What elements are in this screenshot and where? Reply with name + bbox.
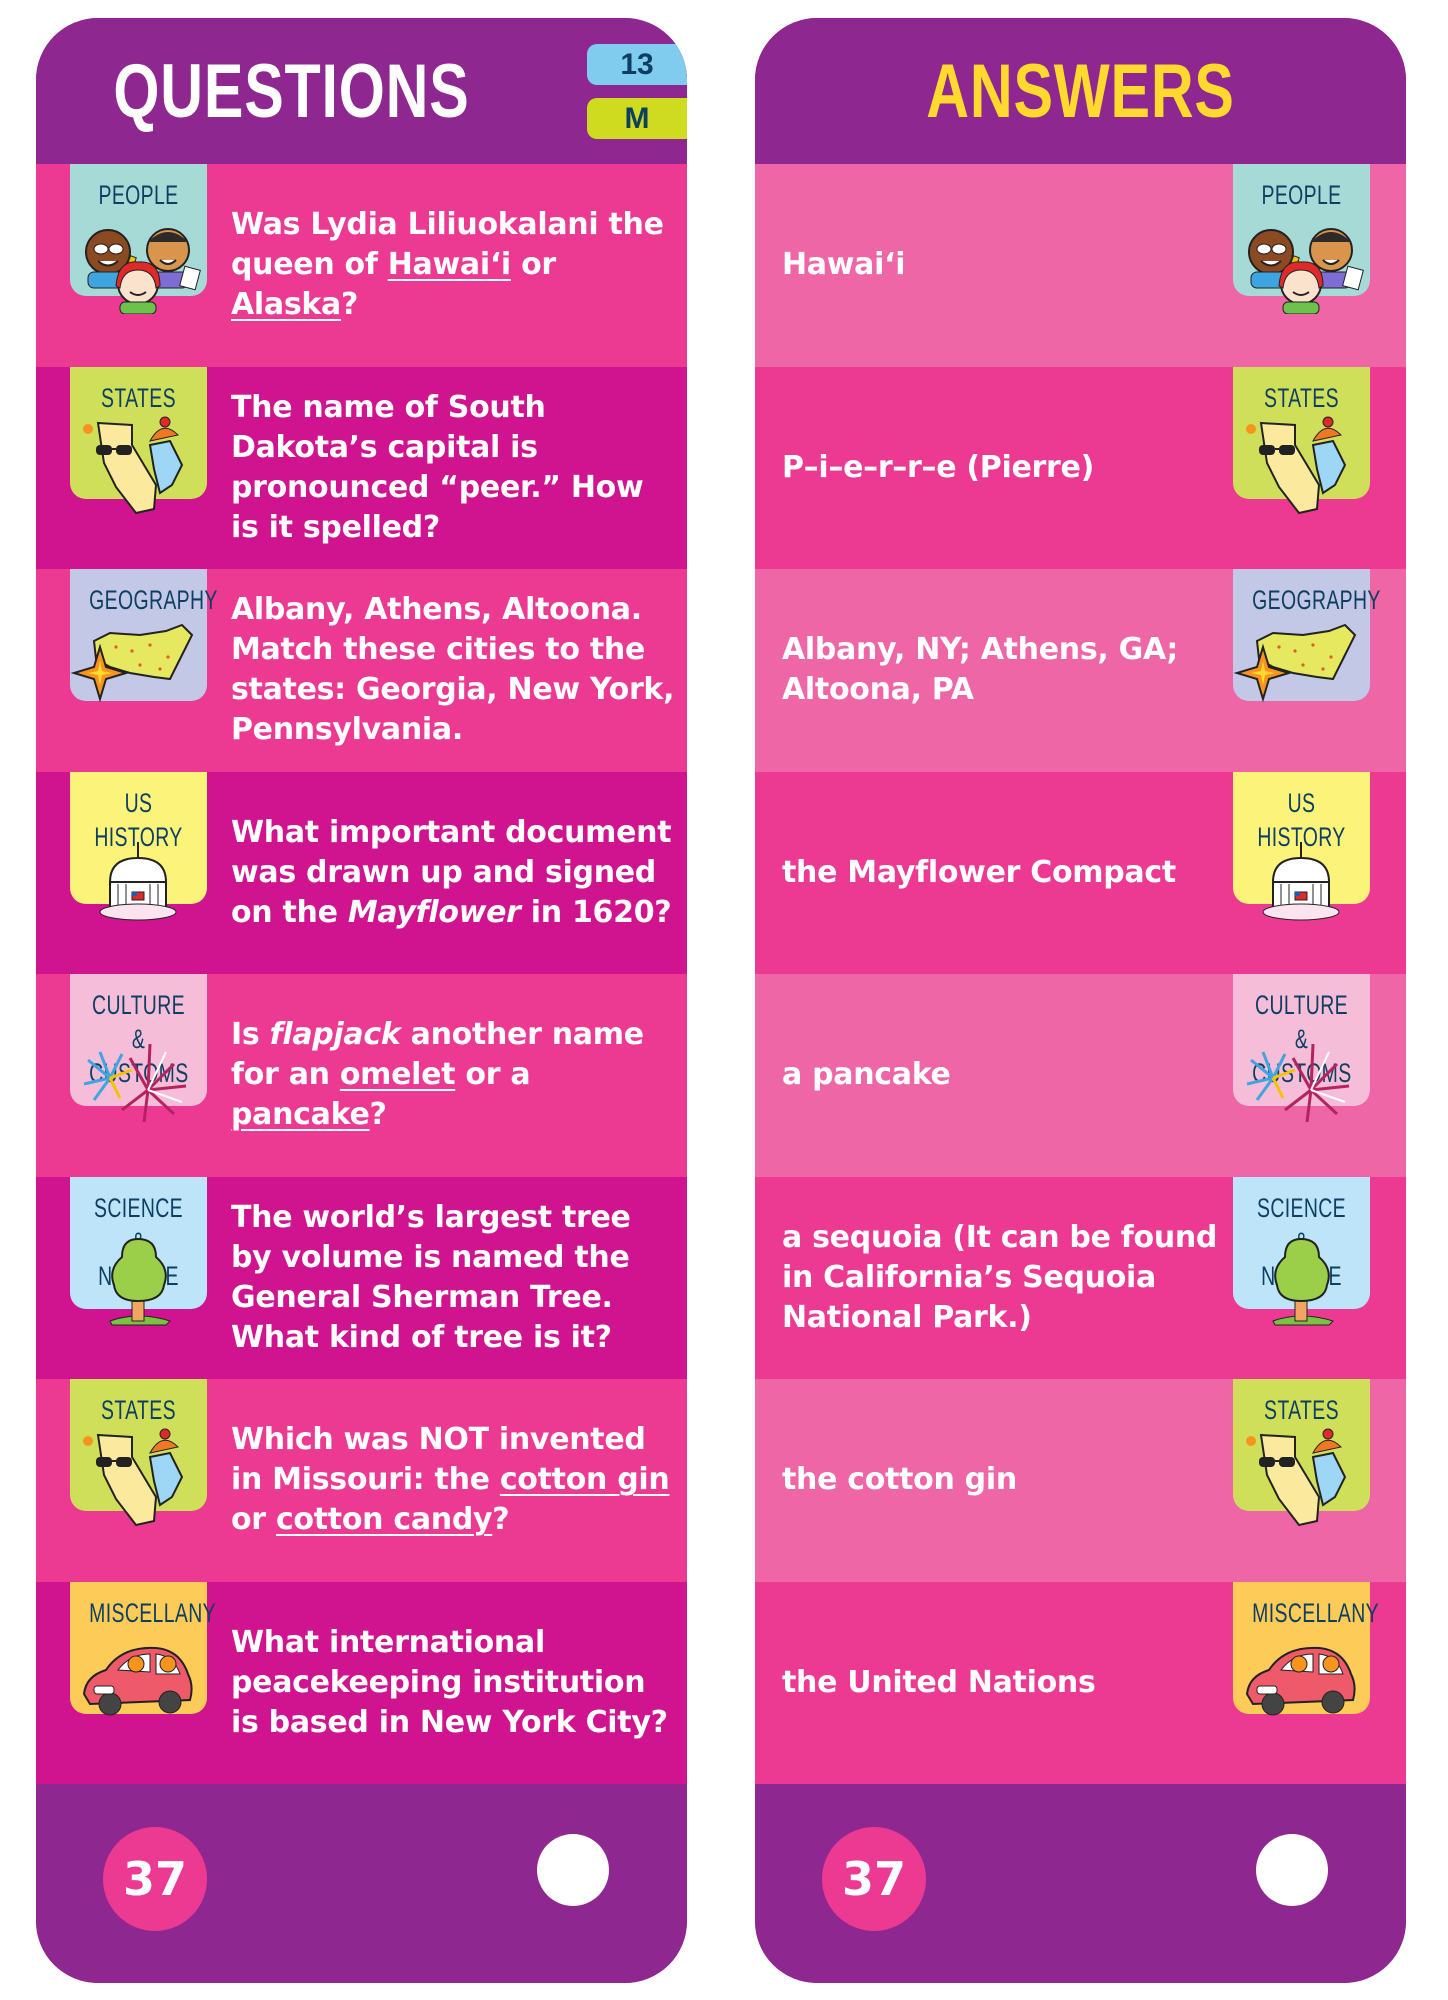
question-text: What important document was drawn up and… — [231, 814, 672, 930]
answer-row: a sequoia (It can be found in California… — [755, 1176, 1406, 1379]
answer-row: P–i–e–r–r–e (Pierre) STATES — [755, 366, 1406, 569]
choice-cotton-candy: cotton candy — [275, 1502, 493, 1538]
answer-text: Hawai‘i — [782, 247, 906, 283]
question-row: MISCELLANY What international peacekeepi… — [36, 1581, 687, 1784]
age-badge: 13 — [587, 44, 687, 85]
choice-cotton-gin: cotton gin — [499, 1462, 670, 1498]
car-icon — [70, 1582, 207, 1732]
question-row: CULTURE & CUSTOMS Is flapjack another na… — [36, 974, 687, 1177]
question-row: STATES The name of South Dakota’s capita… — [36, 366, 687, 569]
category-tile-states: STATES — [70, 1379, 207, 1511]
ring-hole — [537, 1834, 609, 1906]
fireworks-icon — [1233, 974, 1370, 1124]
answer-text: the Mayflower Compact — [782, 854, 1176, 890]
choice-pancake: pancake — [231, 1097, 370, 1133]
answer-row: the cotton gin STATES — [755, 1379, 1406, 1582]
answer-row: the United Nations MISCELLANY — [755, 1581, 1406, 1784]
answers-title: ANSWERS — [926, 49, 1235, 134]
choice-hawaii: Hawai‘i — [387, 247, 511, 283]
category-label: PEOPLE — [98, 180, 179, 210]
answer-text: a pancake — [782, 1057, 951, 1093]
page-number-badge: 37 — [103, 1827, 207, 1931]
question-text: Which was NOT invented in Missouri: the … — [231, 1422, 670, 1538]
tree-icon — [70, 1177, 207, 1327]
question-row: STATES Which was NOT invented in Missour… — [36, 1379, 687, 1582]
question-row: SCIENCE & NATURE The world’s largest tre… — [36, 1176, 687, 1379]
capitol-icon — [70, 772, 207, 922]
answers-footer: 37 — [755, 1784, 1406, 1983]
answers-card: ANSWERS Hawai‘i PEOPLE P–i–e–r–r–e (Pier… — [755, 18, 1406, 1983]
questions-title: QUESTIONS — [113, 49, 470, 134]
category-label: STATES — [1264, 1395, 1339, 1425]
states-icon — [1233, 1379, 1370, 1529]
question-text: The name of South Dakota’s capital is pr… — [231, 389, 644, 545]
car-icon — [1233, 1582, 1370, 1732]
us-map-icon — [70, 569, 207, 719]
answer-text: the United Nations — [782, 1664, 1096, 1700]
question-list: PEOPLE Was Lydia Liliuokalani the queen … — [36, 164, 687, 1784]
capitol-icon — [1233, 772, 1370, 922]
question-row: US HISTORY What important document was d… — [36, 771, 687, 974]
us-map-icon — [1233, 569, 1370, 719]
answer-row: the Mayflower Compact US HISTORY — [755, 771, 1406, 974]
page-number-badge: 37 — [822, 1827, 926, 1931]
questions-header: QUESTIONS 13 M — [36, 18, 687, 164]
answer-row: Albany, NY; Athens, GA; Altoona, PA GEOG… — [755, 569, 1406, 772]
states-icon — [70, 1379, 207, 1529]
answer-row: Hawai‘i PEOPLE — [755, 164, 1406, 367]
question-text: Was Lydia Liliuokalani the queen of Hawa… — [231, 207, 664, 323]
category-tile-science-nature: SCIENCE & NATURE — [1233, 1176, 1370, 1309]
question-row: PEOPLE Was Lydia Liliuokalani the queen … — [36, 164, 687, 367]
category-label: US HISTORY — [94, 787, 183, 852]
question-text: The world’s largest tree by volume is na… — [231, 1199, 631, 1355]
category-tile-us-history: US HISTORY — [70, 771, 207, 904]
answer-text: P–i–e–r–r–e (Pierre) — [782, 449, 1094, 485]
questions-card: QUESTIONS 13 M PEOPLE Was Lydia Liliuoka… — [36, 18, 687, 1983]
category-label: STATES — [101, 382, 176, 413]
category-label: STATES — [1264, 382, 1339, 413]
category-tile-us-history: US HISTORY — [1233, 771, 1370, 904]
states-icon — [1233, 367, 1370, 517]
question-text: What international peacekeeping institut… — [231, 1624, 668, 1740]
question-text: Is flapjack another name for an omelet o… — [231, 1017, 644, 1133]
answer-row: a pancake CULTURE & CUSTOMS — [755, 974, 1406, 1177]
questions-footer: 37 — [36, 1784, 687, 1983]
kids-icon — [1233, 164, 1370, 314]
category-label: US HISTORY — [1257, 787, 1346, 852]
category-label: STATES — [101, 1395, 176, 1425]
category-tile-culture-customs: CULTURE & CUSTOMS — [70, 974, 207, 1106]
choice-omelet: omelet — [339, 1057, 456, 1093]
answers-header: ANSWERS — [755, 18, 1406, 164]
kids-icon — [70, 164, 207, 314]
category-label: PEOPLE — [1261, 180, 1342, 210]
question-row: GEOGRAPHY Albany, Athens, Altoona. Match… — [36, 569, 687, 772]
answer-list: Hawai‘i PEOPLE P–i–e–r–r–e (Pierre) STAT… — [755, 164, 1406, 1784]
states-icon — [70, 367, 207, 517]
fireworks-icon — [70, 974, 207, 1124]
question-text: Albany, Athens, Altoona. Match these cit… — [231, 592, 675, 748]
choice-alaska: Alaska — [231, 287, 341, 323]
ring-hole — [1256, 1834, 1328, 1906]
level-badge: M — [587, 98, 687, 139]
answer-text: a sequoia (It can be found in California… — [782, 1219, 1218, 1335]
tree-icon — [1233, 1177, 1370, 1327]
answer-text: Albany, NY; Athens, GA; Altoona, PA — [782, 632, 1179, 708]
answer-text: the cotton gin — [782, 1462, 1017, 1498]
